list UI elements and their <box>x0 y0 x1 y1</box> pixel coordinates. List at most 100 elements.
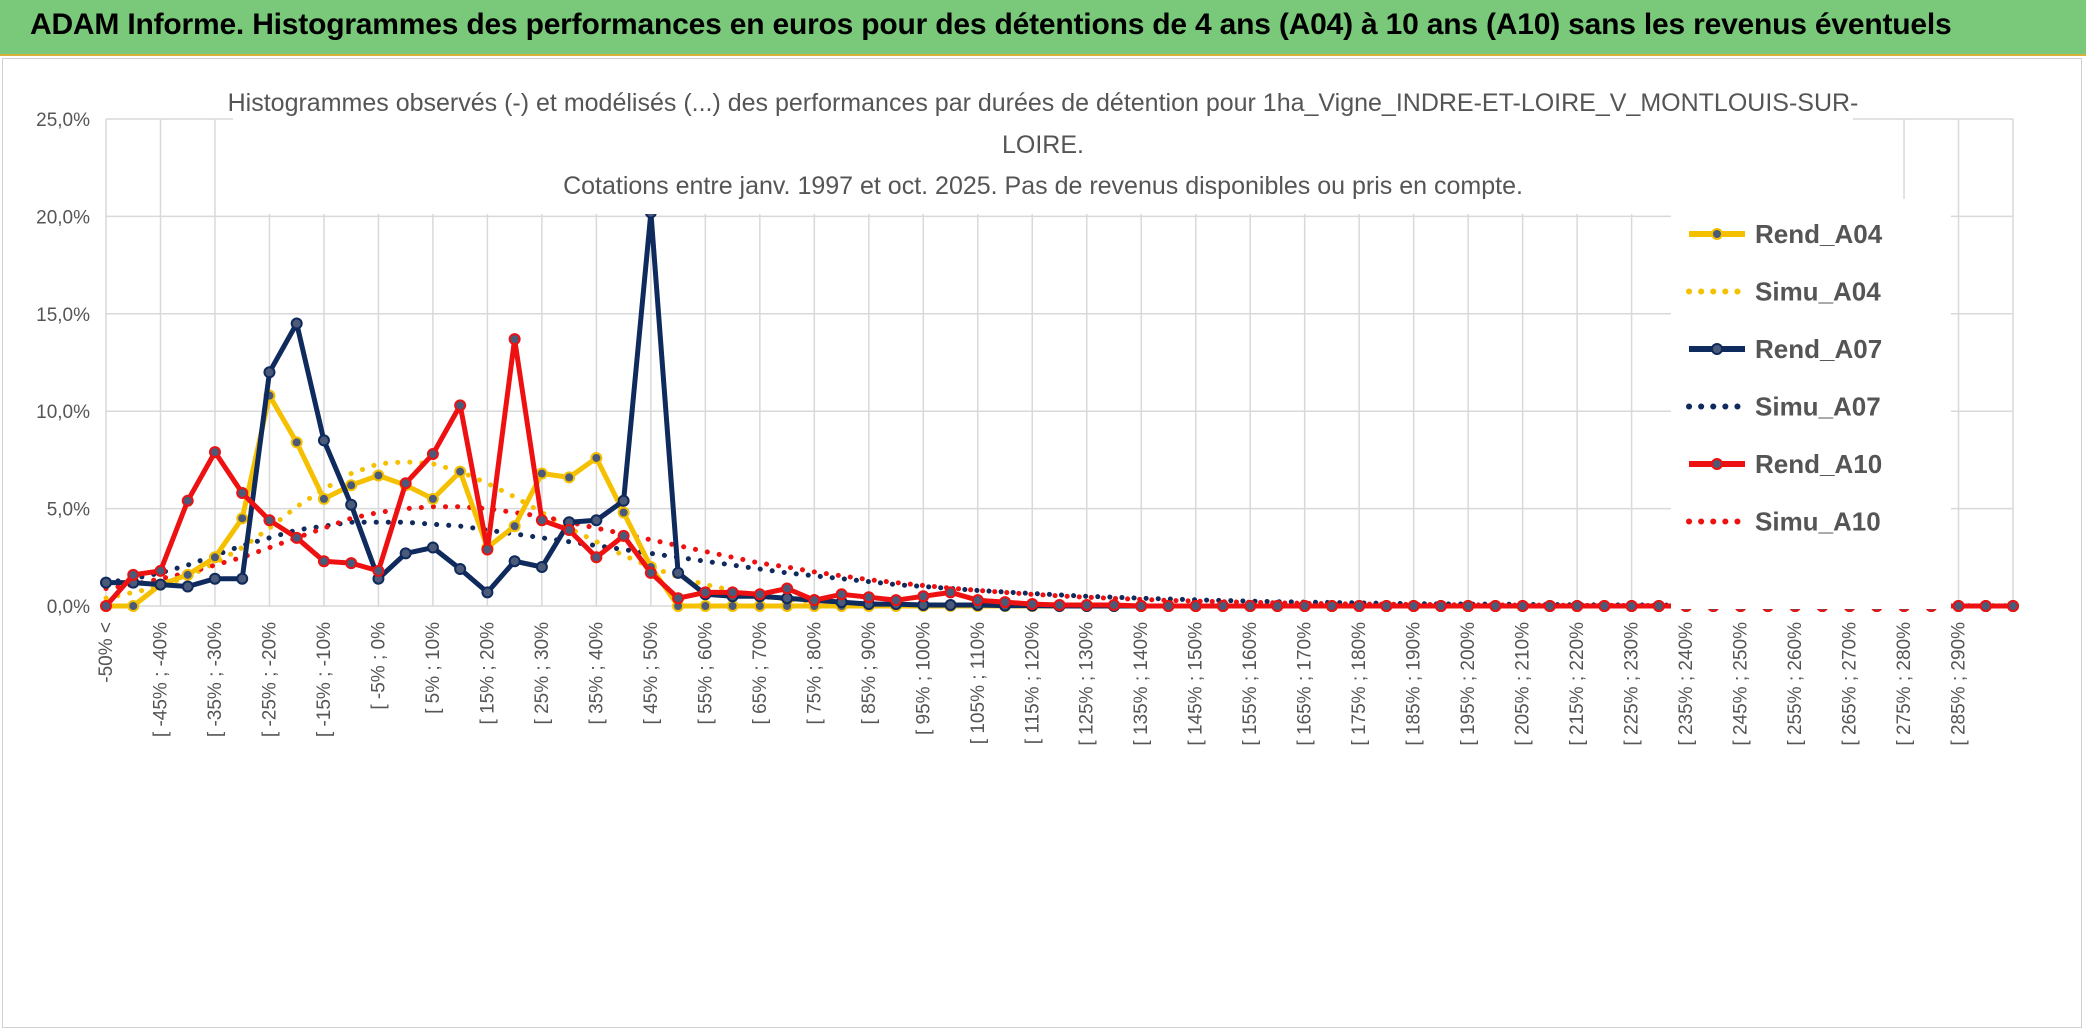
header-bar: ADAM Informe. Histogrammes des performan… <box>0 0 2086 56</box>
x-tick-label: [ 95% ; 100% <box>913 622 934 735</box>
data-point-Rend_A10 <box>263 514 276 527</box>
data-point-Rend_A10 <box>617 529 630 542</box>
x-tick-label: [ 215% ; 220% <box>1567 622 1588 746</box>
legend-label-Simu_A04: Simu_A04 <box>1755 277 1881 307</box>
data-point-Rend_A07 <box>208 572 221 585</box>
data-point-Rend_A10 <box>1407 600 1420 612</box>
data-point-Rend_A07 <box>399 547 412 560</box>
data-point-Rend_A10 <box>1380 600 1393 612</box>
series-line-Simu_A07 <box>103 519 2016 609</box>
chart-title: Histogrammes observés (-) et modélisés (… <box>228 79 1859 214</box>
data-point-Rend_A10 <box>1298 600 1311 612</box>
data-point-Rend_A10 <box>1543 600 1556 612</box>
data-point-Rend_A10 <box>372 564 385 577</box>
x-tick-label: [ 105% ; 110% <box>968 622 989 744</box>
data-point-Rend_A10 <box>1625 600 1638 612</box>
data-point-Rend_A04 <box>317 492 330 505</box>
data-point-Rend_A07 <box>181 580 194 593</box>
data-point-Rend_A04 <box>236 512 249 525</box>
data-point-Rend_A10 <box>208 446 221 459</box>
data-point-Rend_A07 <box>317 434 330 447</box>
x-tick-label: [ 165% ; 170% <box>1295 622 1316 746</box>
data-point-Rend_A10 <box>317 555 330 568</box>
data-point-Rend_A07 <box>508 555 521 568</box>
data-point-Rend_A07 <box>426 541 439 554</box>
legend-background <box>1671 199 1951 609</box>
data-point-Rend_A10 <box>1571 600 1584 612</box>
data-point-Rend_A10 <box>699 586 712 599</box>
x-tick-label: [ 35% ; 40% <box>586 622 607 725</box>
data-point-Rend_A10 <box>753 588 766 601</box>
x-tick-label: -50% < <box>96 622 117 683</box>
x-tick-label: [ 225% ; 230% <box>1622 622 1643 746</box>
x-tick-label: [ 185% ; 190% <box>1404 622 1425 746</box>
data-point-Rend_A10 <box>426 448 439 461</box>
data-point-Rend_A04 <box>208 551 221 564</box>
x-tick-label: [ 205% ; 210% <box>1513 622 1534 746</box>
x-tick-label: [ 265% ; 270% <box>1840 622 1861 746</box>
data-point-Rend_A10 <box>1080 599 1093 612</box>
data-point-Rend_A07 <box>481 586 494 599</box>
data-point-Rend_A10 <box>1026 598 1039 611</box>
data-point-Rend_A10 <box>454 399 467 412</box>
data-point-Rend_A04 <box>535 467 548 480</box>
x-tick-label: [ -45% ; -40% <box>150 622 171 737</box>
data-point-Rend_A10 <box>563 524 576 537</box>
data-point-Rend_A10 <box>862 591 875 604</box>
data-point-Rend_A10 <box>999 596 1012 609</box>
x-tick-label: [ 245% ; 250% <box>1731 622 1752 746</box>
data-point-Rend_A07 <box>590 514 603 527</box>
x-tick-label: [ 255% ; 260% <box>1785 622 1806 746</box>
data-point-Rend_A10 <box>917 590 930 603</box>
x-tick-label: [ 285% ; 290% <box>1949 622 1970 746</box>
data-point-Rend_A10 <box>481 543 494 556</box>
data-point-Rend_A10 <box>1489 600 1502 612</box>
data-point-Rend_A04 <box>127 600 140 612</box>
data-point-Rend_A10 <box>1353 600 1366 612</box>
x-tick-label: [ 145% ; 150% <box>1186 622 1207 746</box>
data-point-Rend_A04 <box>726 600 739 612</box>
data-point-Rend_A10 <box>1135 600 1148 612</box>
data-point-Rend_A10 <box>1053 599 1066 612</box>
data-point-Rend_A04 <box>699 600 712 612</box>
x-tick-label: [ 65% ; 70% <box>750 622 771 725</box>
page-title: ADAM Informe. Histogrammes des performan… <box>30 8 1952 41</box>
data-point-Rend_A10 <box>781 582 794 595</box>
data-point-Rend_A04 <box>590 451 603 464</box>
data-point-Rend_A07 <box>944 599 957 612</box>
y-tick-label: 15,0% <box>36 305 90 326</box>
y-tick-label: 20,0% <box>36 207 90 228</box>
x-tick-label: [ 15% ; 20% <box>477 622 498 725</box>
data-point-Rend_A10 <box>127 568 140 581</box>
data-point-Rend_A10 <box>835 588 848 601</box>
data-point-Rend_A10 <box>236 487 249 500</box>
legend: Rend_A04 Simu_A04 Rend_A07 Simu_A07 Rend_A10… <box>1671 199 1951 609</box>
y-axis: 0,0% 5,0% 10,0% 15,0% 20,0% 25,0% <box>36 110 90 618</box>
data-point-Rend_A07 <box>263 366 276 379</box>
data-point-Rend_A07 <box>672 566 685 579</box>
data-point-Rend_A10 <box>971 594 984 607</box>
x-tick-label: [ 175% ; 180% <box>1349 622 1370 746</box>
chart-title-line-3: Cotations entre janv. 1997 et oct. 2025.… <box>563 172 1523 200</box>
data-point-Rend_A10 <box>944 586 957 599</box>
chart-title-line-1: Histogrammes observés (-) et modélisés (… <box>228 89 1859 117</box>
data-point-Rend_A04 <box>753 600 766 612</box>
x-tick-label: [ 85% ; 90% <box>859 622 880 725</box>
data-point-Rend_A10 <box>1189 600 1202 612</box>
x-axis: -50% < [ -45% ; -40% [ -35% ; -30% [ -25% ;… <box>96 622 1970 746</box>
data-point-Rend_A07 <box>345 498 358 511</box>
x-tick-label: [ 5% ; 10% <box>423 622 444 714</box>
x-tick-label: [ 155% ; 160% <box>1240 622 1261 746</box>
data-point-Rend_A07 <box>100 576 112 589</box>
x-tick-label: [ 125% ; 130% <box>1077 622 1098 746</box>
data-point-Rend_A07 <box>290 317 303 330</box>
data-point-Rend_A10 <box>590 551 603 564</box>
data-point-Rend_A10 <box>181 494 194 507</box>
y-tick-label: 5,0% <box>47 500 90 521</box>
data-point-Rend_A10 <box>535 514 548 527</box>
histogram-chart: 0,0% 5,0% 10,0% 15,0% 20,0% 25,0% -50% < [ -45… <box>36 79 2019 746</box>
x-tick-label: [ -25% ; -20% <box>259 622 280 737</box>
data-point-Rend_A10 <box>726 586 739 599</box>
x-tick-label: [ 235% ; 240% <box>1676 622 1697 746</box>
data-point-Rend_A10 <box>1434 600 1447 612</box>
